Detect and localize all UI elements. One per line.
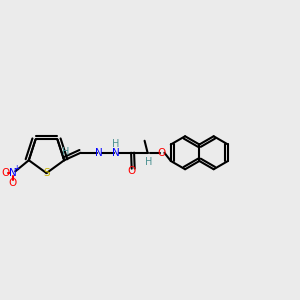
Text: H: H: [112, 139, 119, 149]
Text: +: +: [13, 164, 20, 173]
Text: N: N: [95, 148, 103, 158]
Text: N: N: [112, 148, 119, 158]
Text: N: N: [9, 168, 17, 178]
Text: O: O: [128, 166, 136, 176]
Text: H: H: [62, 147, 69, 157]
Text: S: S: [43, 168, 50, 178]
Text: O: O: [1, 168, 9, 178]
Text: O: O: [9, 178, 17, 188]
Text: H: H: [145, 157, 152, 167]
Text: O: O: [158, 148, 166, 158]
